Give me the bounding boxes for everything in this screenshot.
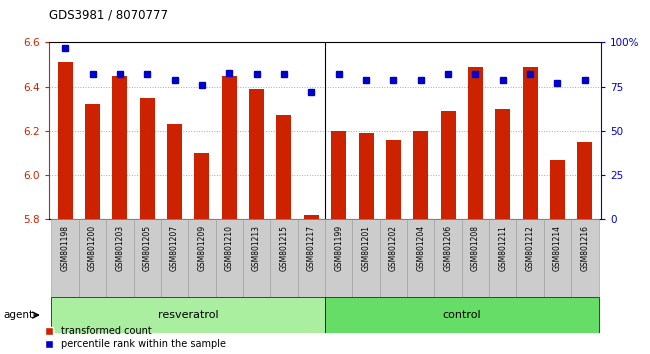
Bar <box>441 111 456 219</box>
Bar <box>133 219 161 297</box>
Bar <box>51 219 79 297</box>
Bar <box>216 219 243 297</box>
Bar <box>51 297 325 333</box>
Text: GSM801208: GSM801208 <box>471 225 480 271</box>
Text: control: control <box>443 310 481 320</box>
Bar <box>106 219 133 297</box>
Bar <box>188 219 216 297</box>
Text: resveratrol: resveratrol <box>158 310 218 320</box>
Text: GSM801199: GSM801199 <box>334 225 343 271</box>
Text: GSM801202: GSM801202 <box>389 225 398 271</box>
Bar <box>194 153 209 219</box>
Bar <box>571 219 599 297</box>
Text: GSM801206: GSM801206 <box>443 225 452 271</box>
Bar <box>550 160 565 219</box>
Bar <box>140 98 155 219</box>
Text: GDS3981 / 8070777: GDS3981 / 8070777 <box>49 8 168 21</box>
Bar <box>325 297 599 333</box>
Text: GSM801203: GSM801203 <box>115 225 124 271</box>
Bar <box>468 67 483 219</box>
Bar <box>331 131 346 219</box>
Bar <box>352 219 380 297</box>
Bar <box>161 219 188 297</box>
Bar <box>386 140 401 219</box>
Bar <box>517 219 544 297</box>
Bar <box>79 219 106 297</box>
Bar <box>58 62 73 219</box>
Text: GSM801200: GSM801200 <box>88 225 97 271</box>
Bar <box>434 219 462 297</box>
Text: agent: agent <box>3 310 33 320</box>
Bar <box>249 89 264 219</box>
Legend: transformed count, percentile rank within the sample: transformed count, percentile rank withi… <box>44 326 226 349</box>
Bar <box>577 142 592 219</box>
Text: GSM801209: GSM801209 <box>198 225 207 271</box>
Bar <box>489 219 517 297</box>
Bar <box>298 219 325 297</box>
Bar <box>462 219 489 297</box>
Text: GSM801204: GSM801204 <box>416 225 425 271</box>
Text: GSM801215: GSM801215 <box>280 225 289 271</box>
Bar <box>413 131 428 219</box>
Bar <box>222 76 237 219</box>
Bar <box>325 219 352 297</box>
Bar <box>380 219 407 297</box>
Text: GSM801214: GSM801214 <box>553 225 562 271</box>
Bar <box>523 67 538 219</box>
Text: GSM801207: GSM801207 <box>170 225 179 271</box>
Bar <box>85 104 100 219</box>
Bar <box>304 215 319 219</box>
Bar <box>270 219 298 297</box>
Text: GSM801201: GSM801201 <box>361 225 370 271</box>
Text: GSM801211: GSM801211 <box>499 225 507 271</box>
Text: GSM801210: GSM801210 <box>225 225 234 271</box>
Bar <box>359 133 374 219</box>
Bar <box>112 76 127 219</box>
Bar <box>495 109 510 219</box>
Bar <box>167 124 182 219</box>
Bar <box>276 115 291 219</box>
Bar <box>243 219 270 297</box>
Bar <box>407 219 434 297</box>
Bar <box>544 219 571 297</box>
Text: GSM801216: GSM801216 <box>580 225 590 271</box>
Text: GSM801217: GSM801217 <box>307 225 316 271</box>
Text: GSM801213: GSM801213 <box>252 225 261 271</box>
Text: GSM801205: GSM801205 <box>143 225 151 271</box>
Text: GSM801212: GSM801212 <box>526 225 535 271</box>
Text: GSM801198: GSM801198 <box>60 225 70 271</box>
